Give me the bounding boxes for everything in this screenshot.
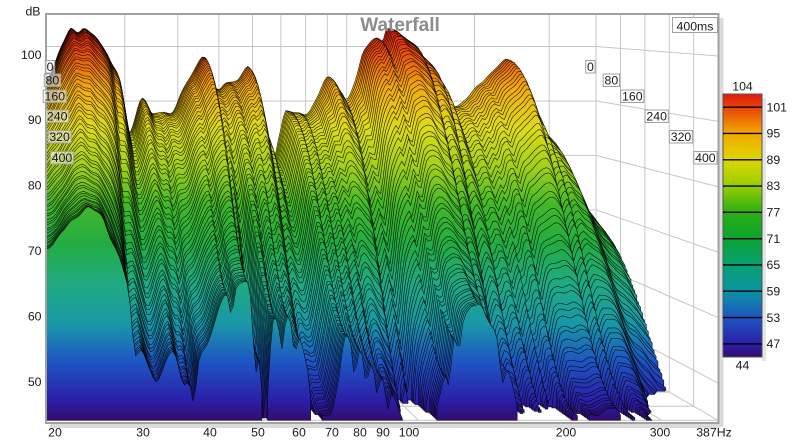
svg-text:240: 240 bbox=[47, 109, 68, 123]
svg-text:89: 89 bbox=[767, 153, 781, 167]
svg-text:300: 300 bbox=[650, 426, 671, 440]
svg-text:dB: dB bbox=[25, 5, 40, 19]
svg-text:400ms: 400ms bbox=[677, 19, 714, 33]
svg-text:0: 0 bbox=[587, 60, 594, 74]
svg-text:160: 160 bbox=[45, 89, 66, 103]
svg-text:80: 80 bbox=[605, 73, 619, 87]
svg-text:30: 30 bbox=[136, 426, 150, 440]
svg-text:71: 71 bbox=[767, 232, 781, 246]
svg-text:65: 65 bbox=[767, 258, 781, 272]
svg-text:80: 80 bbox=[28, 179, 42, 193]
svg-text:20: 20 bbox=[48, 426, 62, 440]
svg-text:50: 50 bbox=[28, 375, 42, 389]
svg-text:240: 240 bbox=[646, 109, 667, 123]
svg-text:40: 40 bbox=[203, 426, 217, 440]
svg-text:100: 100 bbox=[21, 48, 42, 62]
svg-text:160: 160 bbox=[622, 89, 643, 103]
svg-text:Waterfall: Waterfall bbox=[360, 15, 440, 36]
svg-text:44: 44 bbox=[736, 359, 750, 373]
svg-text:90: 90 bbox=[376, 426, 390, 440]
svg-text:0: 0 bbox=[47, 60, 54, 74]
svg-text:60: 60 bbox=[28, 309, 42, 323]
svg-text:400: 400 bbox=[52, 151, 73, 165]
svg-text:83: 83 bbox=[767, 179, 781, 193]
svg-text:70: 70 bbox=[28, 244, 42, 258]
svg-text:100: 100 bbox=[399, 426, 420, 440]
svg-text:50: 50 bbox=[251, 426, 265, 440]
svg-text:59: 59 bbox=[767, 284, 781, 298]
svg-text:90: 90 bbox=[28, 113, 42, 127]
svg-text:101: 101 bbox=[767, 100, 788, 114]
svg-text:200: 200 bbox=[556, 426, 577, 440]
svg-text:400: 400 bbox=[695, 151, 716, 165]
svg-text:70: 70 bbox=[325, 426, 339, 440]
svg-text:53: 53 bbox=[767, 311, 781, 325]
svg-text:320: 320 bbox=[49, 130, 70, 144]
svg-text:80: 80 bbox=[46, 73, 60, 87]
svg-text:320: 320 bbox=[671, 130, 692, 144]
svg-text:80: 80 bbox=[353, 426, 367, 440]
svg-text:47: 47 bbox=[767, 337, 781, 351]
svg-text:387Hz: 387Hz bbox=[696, 426, 732, 440]
svg-text:95: 95 bbox=[767, 127, 781, 141]
svg-text:77: 77 bbox=[767, 206, 781, 220]
svg-text:104: 104 bbox=[732, 80, 753, 94]
svg-text:60: 60 bbox=[292, 426, 306, 440]
